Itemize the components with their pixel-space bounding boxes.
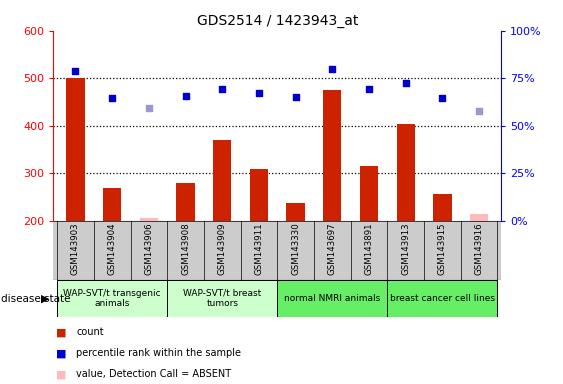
Text: percentile rank within the sample: percentile rank within the sample (76, 348, 241, 358)
Text: GSM143908: GSM143908 (181, 223, 190, 275)
Bar (323, 90, 342, 221)
Text: GSM143891: GSM143891 (364, 223, 373, 275)
Bar (250, 169, 268, 221)
Bar (213, 140, 231, 221)
Point (364, 86, 373, 92)
Bar (66, 78, 84, 221)
Text: value, Detection Call = ABSENT: value, Detection Call = ABSENT (76, 369, 231, 379)
Bar (360, 166, 378, 221)
Text: GSM143909: GSM143909 (218, 223, 227, 275)
Point (291, 94, 300, 100)
Bar (103, 187, 122, 221)
Text: normal NMRI animals: normal NMRI animals (284, 294, 381, 303)
Text: GSM143911: GSM143911 (254, 223, 263, 275)
Text: GSM143697: GSM143697 (328, 223, 337, 275)
Point (401, 80, 410, 86)
Bar (167, 280, 278, 317)
Text: GSM143904: GSM143904 (108, 223, 117, 275)
Point (438, 95, 447, 101)
Text: GSM143906: GSM143906 (144, 223, 153, 275)
Point (328, 66, 337, 72)
Bar (176, 183, 195, 221)
Point (108, 95, 117, 101)
Bar (57, 280, 167, 317)
Bar (278, 280, 387, 317)
Point (144, 104, 153, 111)
Bar (396, 124, 415, 221)
Bar (140, 218, 158, 221)
Point (71, 68, 80, 74)
Title: GDS2514 / 1423943_at: GDS2514 / 1423943_at (196, 14, 358, 28)
Text: GSM143915: GSM143915 (438, 223, 447, 275)
Text: GSM143903: GSM143903 (71, 223, 80, 275)
Text: ■: ■ (56, 369, 67, 379)
Text: WAP-SVT/t transgenic
animals: WAP-SVT/t transgenic animals (64, 289, 161, 308)
Text: breast cancer cell lines: breast cancer cell lines (390, 294, 495, 303)
Text: ▶: ▶ (41, 293, 50, 304)
Bar (287, 203, 305, 221)
Point (218, 86, 227, 92)
Text: ■: ■ (56, 327, 67, 337)
Text: GSM143330: GSM143330 (291, 223, 300, 275)
Point (181, 93, 190, 99)
Text: GSM143916: GSM143916 (475, 223, 484, 275)
Point (254, 90, 263, 96)
Text: GSM143913: GSM143913 (401, 223, 410, 275)
Text: WAP-SVT/t breast
tumors: WAP-SVT/t breast tumors (183, 289, 261, 308)
Bar (387, 280, 497, 317)
Bar (433, 194, 452, 221)
Text: count: count (76, 327, 104, 337)
Text: ■: ■ (56, 348, 67, 358)
Text: disease state: disease state (1, 293, 70, 304)
Point (475, 108, 484, 114)
Bar (470, 214, 488, 221)
